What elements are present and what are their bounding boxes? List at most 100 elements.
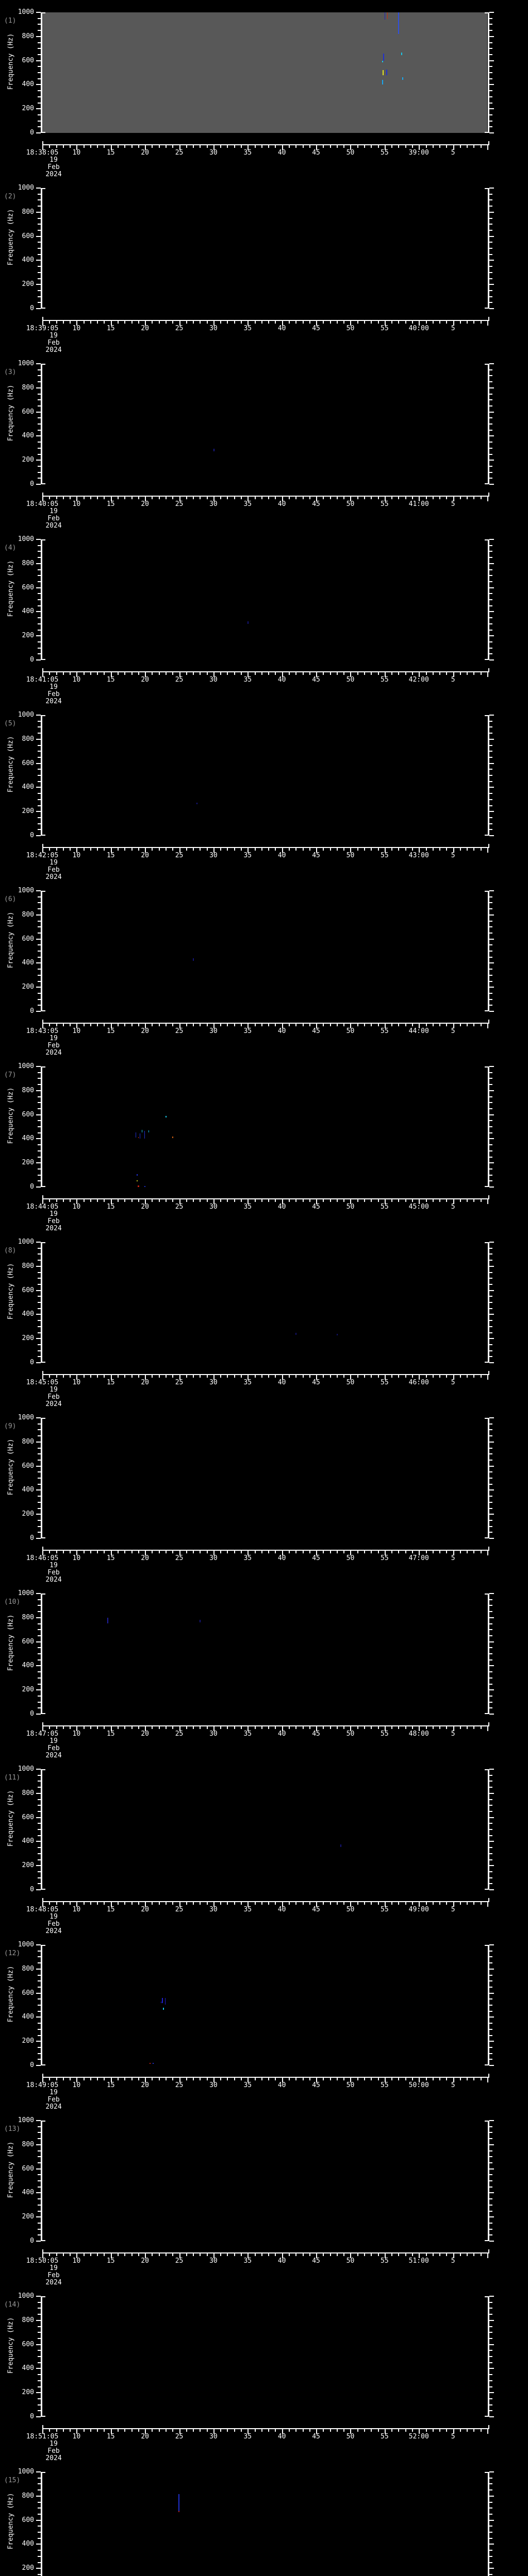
x-axis-minor-tick — [309, 1375, 310, 1378]
x-axis-minor-tick — [398, 145, 400, 148]
right-axis-minor-tick — [489, 2356, 492, 2357]
right-axis-major-tick — [489, 12, 494, 13]
x-axis-minor-tick — [411, 1024, 413, 1026]
x-axis-minor-tick — [405, 497, 406, 499]
right-axis-minor-tick — [489, 1168, 492, 1170]
x-axis-minor-tick — [309, 145, 310, 148]
y-axis-minor-tick — [38, 126, 41, 128]
x-axis-minor-tick — [459, 1726, 461, 1729]
date-line: 2024 — [45, 1927, 62, 1935]
x-axis-minor-tick — [165, 497, 167, 499]
x-axis-minor-tick — [158, 1902, 160, 1905]
y-axis-minor-tick — [38, 926, 41, 928]
y-axis-major-tick — [36, 132, 41, 133]
x-axis-minor-tick — [138, 1375, 139, 1378]
x-axis-tick-label: 55 — [381, 325, 389, 332]
y-axis-major-tick — [36, 1944, 41, 1945]
x-axis-major-tick — [76, 1375, 78, 1380]
y-axis-cap — [41, 188, 45, 189]
spectrogram-feature — [135, 1132, 137, 1138]
x-axis-minor-tick — [467, 497, 468, 499]
x-axis-minor-tick — [138, 145, 139, 148]
x-axis-tick-label: 35 — [243, 1906, 252, 1913]
x-axis-major-tick — [384, 672, 386, 677]
x-axis-minor-tick — [200, 1375, 201, 1378]
right-axis-major-tick — [489, 2495, 494, 2497]
x-axis-minor-tick — [323, 2078, 324, 2080]
y-axis-tick-label: 0 — [30, 2061, 34, 2069]
y-axis-minor-tick — [38, 1120, 41, 1122]
x-axis-minor-tick — [371, 672, 372, 675]
right-axis-minor-tick — [489, 2180, 492, 2181]
x-axis-major-tick — [282, 1551, 283, 1555]
x-axis-tick-label: 45 — [312, 1906, 320, 1913]
x-axis-spine — [42, 1198, 489, 1199]
right-axis-minor-tick — [489, 920, 492, 922]
spectrogram-panel: (12) Frequency (Hz) 0 200 400 600 800 1000 18:49… — [0, 1934, 528, 2111]
panel-index-label: (10) — [4, 1598, 21, 1606]
x-axis-minor-tick — [261, 1902, 262, 1905]
x-axis-major-tick — [453, 145, 454, 150]
y-axis-major-tick — [36, 435, 41, 437]
right-axis-minor-tick — [489, 599, 492, 600]
x-axis-major-tick — [282, 1375, 283, 1380]
right-axis-minor-tick — [489, 1823, 492, 1824]
y-axis-tick-label: 600 — [22, 2340, 34, 2348]
x-axis-minor-tick — [220, 848, 222, 851]
x-axis-minor-tick — [473, 1902, 475, 1905]
x-axis-minor-tick — [70, 497, 71, 499]
y-axis-tick-label: 600 — [22, 408, 34, 416]
right-axis-major-tick — [489, 1792, 494, 1794]
x-axis-minor-tick — [62, 1024, 64, 1026]
x-axis-minor-tick — [186, 1726, 187, 1729]
x-axis-minor-tick — [288, 2429, 290, 2432]
x-axis-cap-left — [42, 141, 43, 145]
x-axis-minor-tick — [97, 145, 98, 148]
x-axis-minor-tick — [227, 848, 228, 851]
x-axis-minor-tick — [295, 1199, 297, 1202]
x-axis-tick-label: 25 — [175, 1906, 184, 1913]
x-axis-minor-tick — [118, 848, 119, 851]
right-axis-minor-tick — [489, 944, 492, 946]
x-axis-minor-tick — [124, 848, 126, 851]
y-axis-tick-label: 400 — [22, 783, 34, 791]
x-axis-minor-tick — [405, 2429, 406, 2432]
y-axis-tick-label: 800 — [22, 1789, 34, 1797]
x-axis-cap-right — [488, 1547, 489, 1551]
x-axis-minor-tick — [49, 321, 51, 324]
right-axis-minor-tick — [489, 1102, 492, 1104]
right-axis-major-tick — [489, 108, 494, 110]
x-axis-minor-tick — [234, 848, 235, 851]
x-axis-minor-tick — [131, 848, 133, 851]
x-axis-minor-tick — [97, 1551, 98, 1553]
right-axis-minor-tick — [489, 1501, 492, 1503]
y-axis-major-tick — [36, 1338, 41, 1340]
x-axis-major-tick — [453, 672, 454, 677]
right-axis-minor-tick — [489, 1974, 492, 1976]
y-axis-major-tick — [36, 635, 41, 637]
spectrogram-feature — [162, 2008, 164, 2010]
y-axis-tick-label: 200 — [22, 105, 34, 113]
x-axis-minor-tick — [268, 2429, 270, 2432]
x-axis-minor-tick — [206, 1375, 208, 1378]
right-axis-major-tick — [489, 363, 494, 364]
x-axis-tick-label: 10 — [72, 2257, 81, 2265]
x-axis-minor-tick — [323, 1902, 324, 1905]
right-axis-minor-tick — [489, 733, 492, 734]
y-axis-minor-tick — [38, 1653, 41, 1654]
x-axis-minor-tick — [104, 2078, 105, 2080]
x-axis-major-tick — [110, 672, 112, 677]
date-line: Feb — [47, 515, 60, 522]
y-axis-major-tick — [36, 1792, 41, 1794]
y-axis-major-tick — [36, 1714, 41, 1715]
x-axis-minor-tick — [364, 2429, 365, 2432]
x-axis-minor-tick — [391, 672, 393, 675]
x-axis-tick-label: 10 — [72, 1906, 81, 1913]
right-axis-minor-tick — [489, 2537, 492, 2539]
x-axis-minor-tick — [83, 321, 85, 324]
x-axis-minor-tick — [357, 1551, 358, 1553]
x-axis-minor-tick — [158, 848, 160, 851]
x-axis-minor-tick — [302, 1551, 304, 1553]
x-axis-minor-tick — [261, 1726, 262, 1729]
y-axis-major-tick — [36, 2368, 41, 2369]
